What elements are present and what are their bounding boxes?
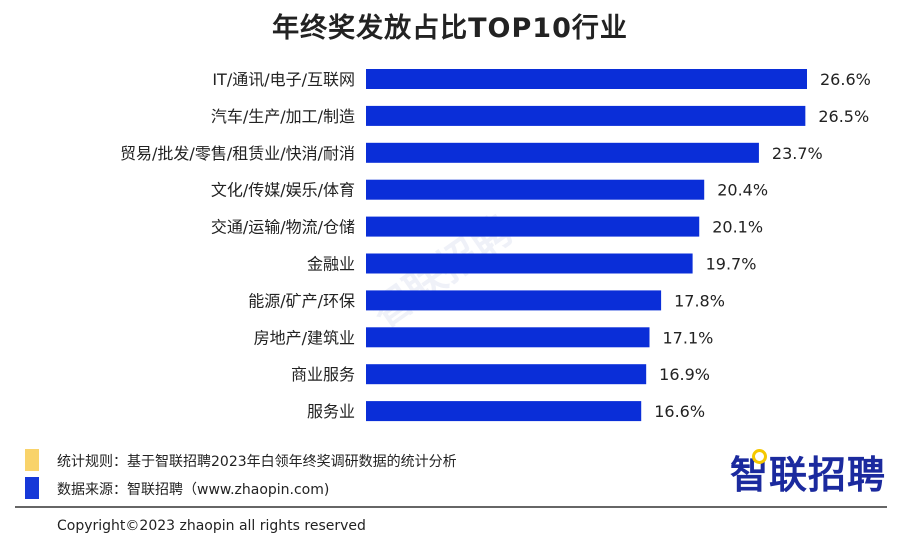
data-label: 17.1% <box>663 328 714 347</box>
copyright-text: Copyright©2023 zhaopin all rights reserv… <box>57 518 366 534</box>
category-label: 贸易/批发/零售/租赁业/快消/耐消 <box>120 144 355 163</box>
bar <box>366 327 650 348</box>
data-label: 26.5% <box>818 107 869 126</box>
bar-chart: IT/通讯/电子/互联网 26.6% 汽车/生产/加工/制造 26.5% 贸易/批发/零… <box>120 69 871 422</box>
bar <box>366 401 642 422</box>
source-legend-swatch <box>25 477 39 499</box>
data-label: 16.9% <box>659 365 710 384</box>
data-label: 26.6% <box>820 70 871 89</box>
rule-legend-swatch <box>25 449 39 471</box>
category-label: 房地产/建筑业 <box>254 328 355 347</box>
footer-divider <box>15 506 887 508</box>
logo-dot-icon <box>752 449 767 464</box>
category-label: 金融业 <box>307 255 355 274</box>
bar <box>366 105 806 126</box>
category-label: 商业服务 <box>291 365 355 384</box>
bar <box>366 253 693 274</box>
bar <box>366 216 700 237</box>
bar <box>366 179 705 200</box>
data-label: 20.4% <box>717 181 768 200</box>
category-label: 服务业 <box>307 402 355 421</box>
bar <box>366 142 759 163</box>
data-label: 17.8% <box>674 291 725 310</box>
category-label: 汽车/生产/加工/制造 <box>211 107 355 126</box>
category-label: IT/通讯/电子/互联网 <box>212 70 355 89</box>
category-label: 能源/矿产/环保 <box>248 291 355 310</box>
chart-title: 年终奖发放占比TOP10行业 <box>272 13 628 44</box>
data-label: 16.6% <box>654 402 705 421</box>
bar <box>366 69 807 89</box>
source-legend-text: 数据来源：智联招聘（www.zhaopin.com) <box>57 482 330 498</box>
data-label: 23.7% <box>772 144 823 163</box>
category-label: 文化/传媒/娱乐/体育 <box>211 181 355 200</box>
data-label: 20.1% <box>712 218 763 237</box>
bar <box>366 290 662 311</box>
category-label: 交通/运输/物流/仓储 <box>211 218 355 237</box>
bar <box>366 364 647 385</box>
data-label: 19.7% <box>706 255 757 274</box>
rule-legend-text: 统计规则：基于智联招聘2023年白领年终奖调研数据的统计分析 <box>57 454 457 470</box>
